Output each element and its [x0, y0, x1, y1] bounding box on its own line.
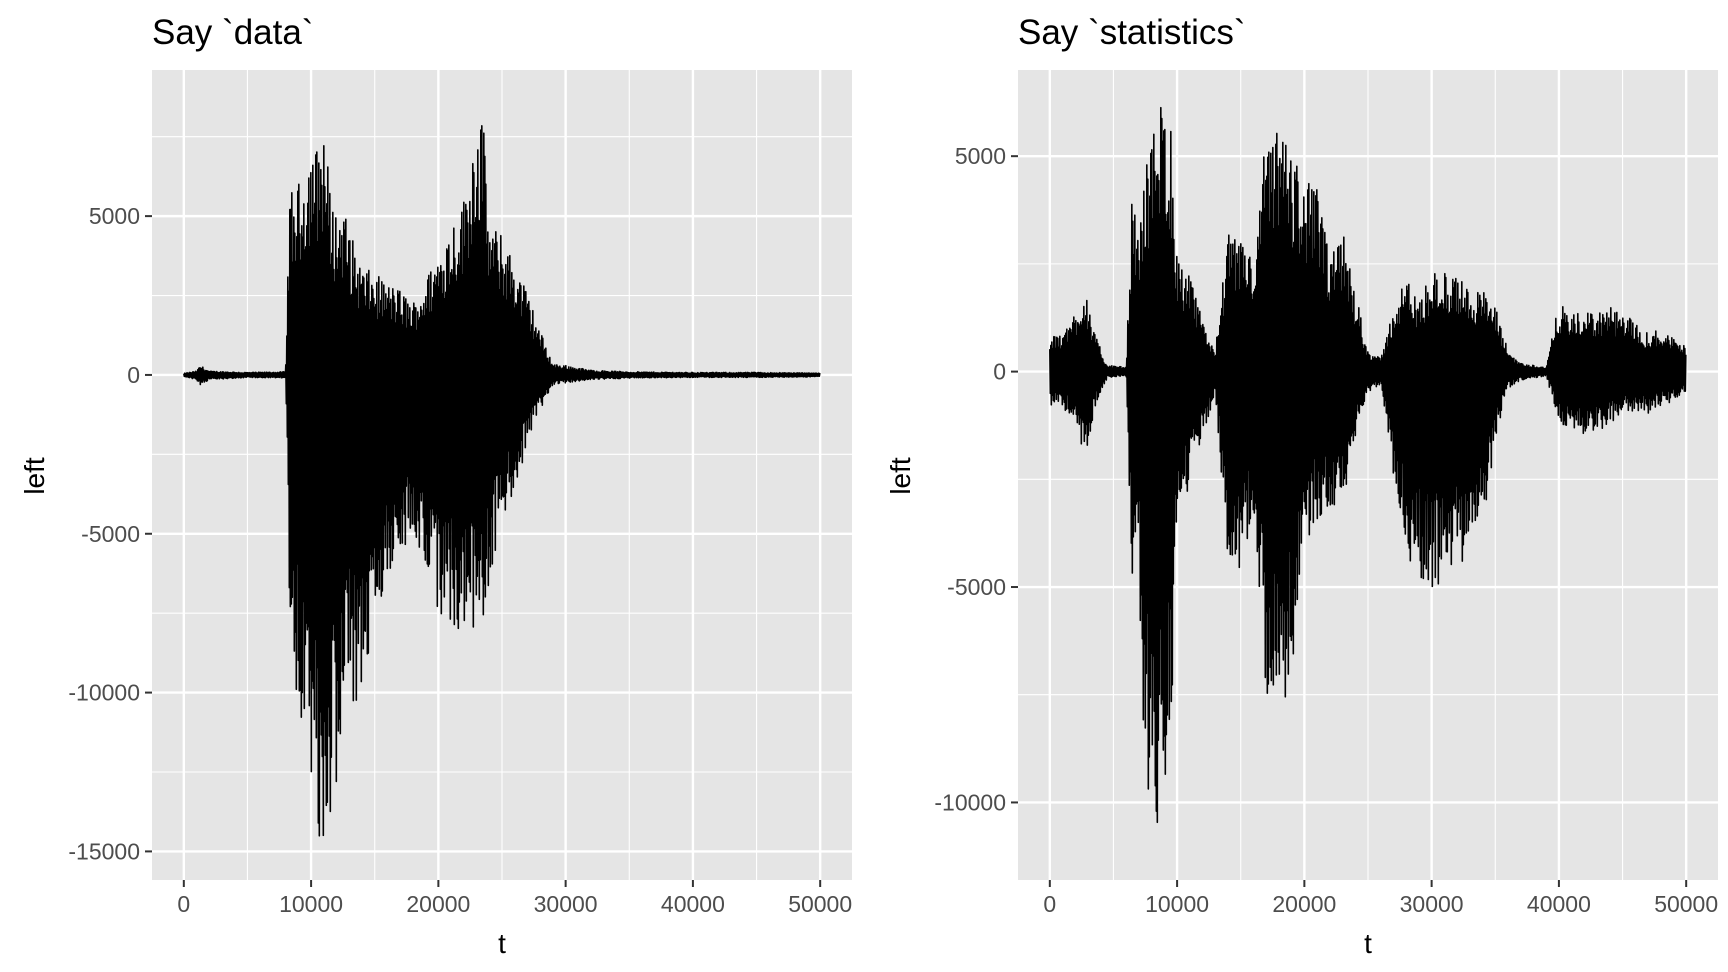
y-tick-label: 5000 [955, 143, 1006, 169]
panel-say-data: 0 10000 20000 30000 40000 5000050000-5000-100… [19, 13, 852, 959]
plot-layer: 0 10000 20000 30000 40000 5000050000-5000-100… [934, 70, 1718, 917]
x-tick-label: 10000 [1145, 891, 1209, 917]
x-tick-label: 30000 [1400, 891, 1464, 917]
y-tick-label: 0 [127, 362, 140, 388]
waveform-line [183, 125, 821, 837]
x-tick-label: 20000 [1272, 891, 1336, 917]
y-tick-label: -10000 [68, 680, 140, 706]
x-tick-label: 30000 [534, 891, 598, 917]
chart-title: Say `data` [152, 13, 313, 52]
x-tick-label: 10000 [279, 891, 343, 917]
x-axis-label: t [498, 928, 506, 959]
y-tick-label: -5000 [947, 574, 1006, 600]
y-tick-label: 0 [993, 359, 1006, 385]
x-tick-label: 50000 [1654, 891, 1718, 917]
y-tick-label: -15000 [68, 838, 140, 864]
x-axis-label: t [1364, 928, 1372, 959]
y-axis-label: left [19, 457, 50, 495]
x-tick-label: 0 [1043, 891, 1056, 917]
x-tick-label: 0 [177, 891, 190, 917]
x-tick-label: 40000 [661, 891, 725, 917]
y-axis-label: left [885, 457, 916, 495]
y-tick-label: 5000 [89, 203, 140, 229]
x-tick-label: 20000 [406, 891, 470, 917]
panel-say-statistics: 0 10000 20000 30000 40000 5000050000-5000-100… [885, 13, 1718, 959]
y-tick-label: -5000 [81, 521, 140, 547]
chart-title: Say `statistics` [1018, 13, 1246, 52]
y-tick-label: -10000 [934, 789, 1006, 815]
x-tick-label: 40000 [1527, 891, 1591, 917]
waveform-line [1049, 106, 1687, 824]
x-tick-label: 50000 [788, 891, 852, 917]
plot-layer: 0 10000 20000 30000 40000 5000050000-5000-100… [68, 70, 852, 917]
